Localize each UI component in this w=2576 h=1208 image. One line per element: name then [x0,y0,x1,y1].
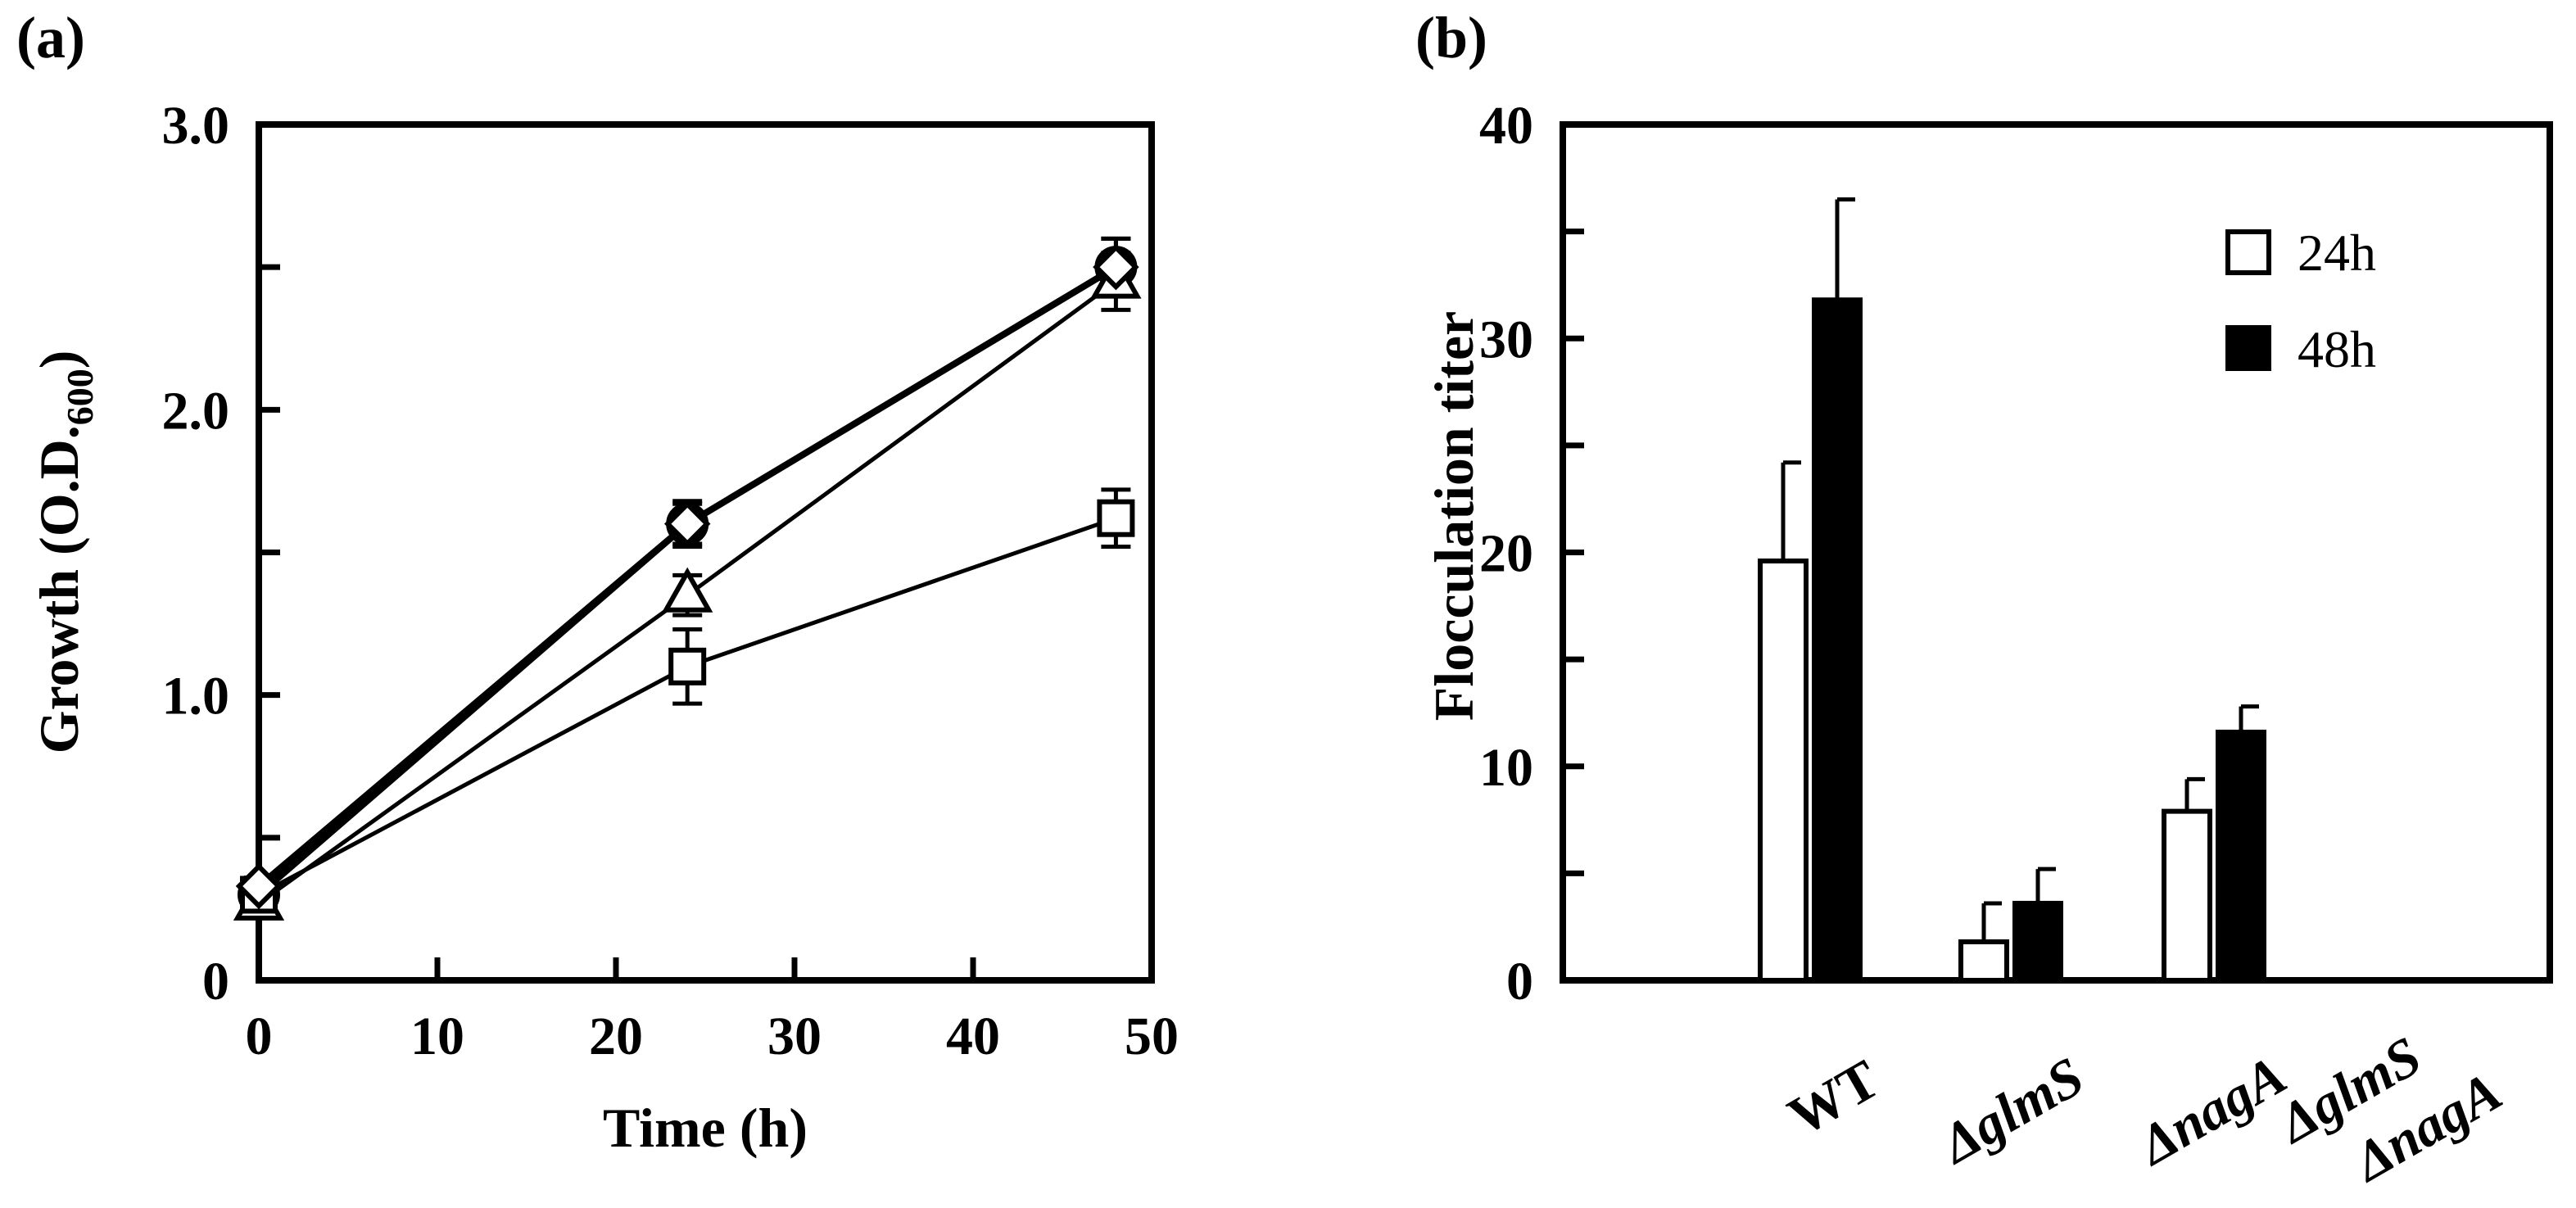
data-point-diamond [1093,243,1139,291]
x-tick-label: 10 [410,1007,464,1066]
y-tick-label: 2.0 [162,381,230,441]
y-tick-label: 3.0 [162,96,230,156]
panel-b-label: (b) [1415,5,1487,70]
data-point-square [668,647,707,685]
panel-b-legend: 24h 48h [2225,224,2376,378]
data-point-triangle [662,567,713,613]
legend-label-24h: 24h [2298,224,2376,282]
panel-a-y-ticks: 0 1.0 2.0 3.0 [162,96,280,1011]
category-label-wt: WT [1777,1047,1889,1147]
bar-48h [2216,729,2266,983]
y-tick-label: 0 [202,952,229,1011]
y-tick-label: 30 [1479,310,1533,369]
y-tick-label: 20 [1479,524,1533,584]
panel-a-x-axis-title: Time (h) [603,1097,808,1159]
panel-b: (b) 0 10 20 30 40 Flocculation titer 24h 48h… [1415,5,2553,1194]
panel-b-y-ticks: 0 10 20 30 40 [1479,96,1584,1011]
x-tick-label: 30 [767,1007,822,1066]
panel-b-category-labels: WT ΔglmS ΔnagA ΔglmS ΔnagA [1777,1025,2511,1194]
panel-b-frame [1560,121,2553,984]
panel-b-y-axis-title: Flocculation titer [1423,311,1485,721]
panel-b-bars [1758,197,2266,984]
legend-swatch-48h [2225,325,2271,371]
y-tick-label: 1.0 [162,667,230,726]
category-label-naga: ΔnagA [2126,1043,2296,1178]
x-tick-label: 50 [1125,1007,1179,1066]
panel-a: (a) 0 10 20 30 40 50 0 1.0 2.0 3.0 Time (h) Grow… [16,5,1179,1159]
x-tick-label: 0 [246,1007,273,1066]
panel-a-x-ticks: 0 10 20 30 40 50 [246,957,1179,1066]
data-point-diamond [235,862,283,910]
panel-a-series [233,236,1142,921]
y-tick-label: 10 [1479,738,1533,798]
bar-24h [1758,558,1809,983]
bar-24h [1958,939,2009,983]
panel-a-y-axis-title-close: ) [28,351,90,369]
panel-a-y-axis-title-main: Growth (O.D. [28,425,90,753]
legend-label-48h: 48h [2298,320,2376,378]
panel-a-label: (a) [16,5,85,70]
data-point-square [1097,499,1135,537]
y-tick-label: 40 [1479,96,1533,156]
bar-24h [2162,808,2212,983]
legend-swatch-24h [2225,229,2271,275]
data-point-diamond [663,500,711,547]
panel-a-y-axis-title: Growth (O.D.600) [28,351,101,754]
bar-48h [2012,900,2063,983]
panel-a-y-axis-title-subscript: 600 [59,369,101,425]
category-label-glms: ΔglmS [1928,1045,2094,1176]
y-tick-label: 0 [1506,952,1533,1011]
x-tick-label: 20 [589,1007,643,1066]
bar-48h [1812,297,1863,984]
x-tick-label: 40 [946,1007,1000,1066]
